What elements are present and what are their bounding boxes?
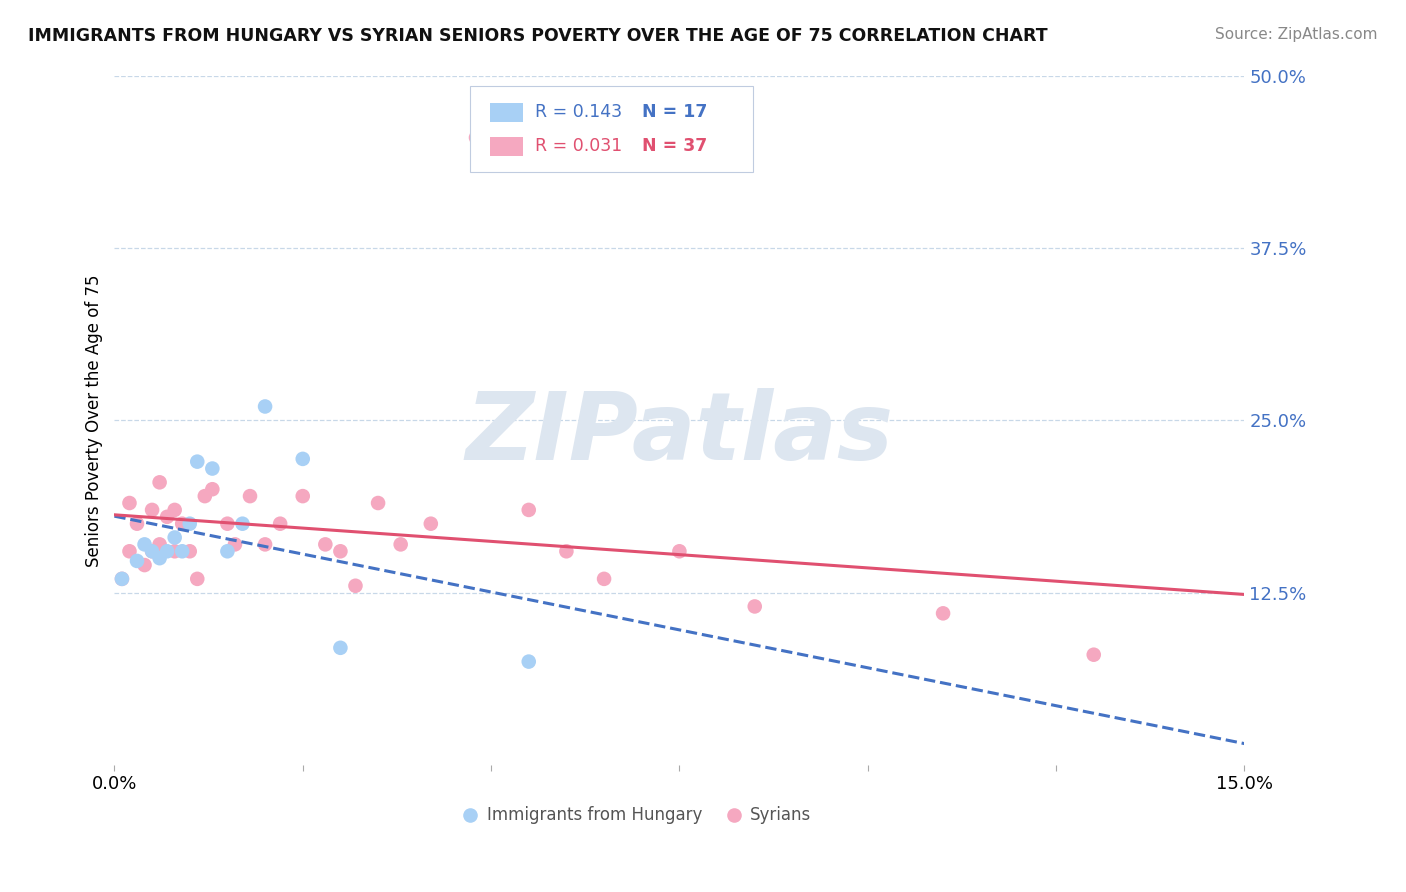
Point xyxy=(269,516,291,531)
FancyBboxPatch shape xyxy=(489,136,523,156)
Point xyxy=(555,544,578,558)
Text: R = 0.143: R = 0.143 xyxy=(534,103,621,121)
Point xyxy=(149,551,172,566)
Point xyxy=(186,455,208,469)
FancyBboxPatch shape xyxy=(471,86,752,172)
Text: N = 37: N = 37 xyxy=(643,137,707,155)
Point xyxy=(141,503,163,517)
Point xyxy=(163,503,186,517)
Point xyxy=(291,451,314,466)
Point xyxy=(314,537,336,551)
Point xyxy=(367,496,389,510)
Text: Source: ZipAtlas.com: Source: ZipAtlas.com xyxy=(1215,27,1378,42)
Point xyxy=(932,607,955,621)
Point xyxy=(163,531,186,545)
Point xyxy=(329,640,352,655)
Point xyxy=(217,544,239,558)
Point xyxy=(231,516,253,531)
Text: ZIPatlas: ZIPatlas xyxy=(465,388,893,480)
Point xyxy=(172,516,194,531)
Point xyxy=(329,544,352,558)
Point xyxy=(118,496,141,510)
Point xyxy=(224,537,246,551)
Point xyxy=(134,537,156,551)
Point xyxy=(465,130,488,145)
Point xyxy=(125,516,148,531)
Point xyxy=(149,537,172,551)
Point xyxy=(179,544,201,558)
Point xyxy=(217,516,239,531)
FancyBboxPatch shape xyxy=(489,103,523,122)
Point xyxy=(118,544,141,558)
Point xyxy=(156,509,179,524)
Point xyxy=(344,579,367,593)
Text: Immigrants from Hungary: Immigrants from Hungary xyxy=(488,805,703,823)
Y-axis label: Seniors Poverty Over the Age of 75: Seniors Poverty Over the Age of 75 xyxy=(86,274,103,566)
Text: N = 17: N = 17 xyxy=(643,103,707,121)
Point xyxy=(111,572,134,586)
Point xyxy=(517,503,540,517)
Point xyxy=(201,461,224,475)
Point xyxy=(134,558,156,572)
Point xyxy=(201,482,224,496)
Point xyxy=(593,572,616,586)
Point xyxy=(141,544,163,558)
Point xyxy=(111,572,134,586)
Point xyxy=(172,544,194,558)
Point xyxy=(254,400,277,414)
Point xyxy=(744,599,766,614)
Point xyxy=(149,475,172,490)
Text: R = 0.031: R = 0.031 xyxy=(534,137,621,155)
Point xyxy=(179,516,201,531)
Point xyxy=(389,537,412,551)
Point xyxy=(254,537,277,551)
Point xyxy=(1083,648,1105,662)
Point xyxy=(163,544,186,558)
Point xyxy=(186,572,208,586)
Text: Syrians: Syrians xyxy=(749,805,811,823)
Point xyxy=(517,655,540,669)
Point xyxy=(194,489,217,503)
Point xyxy=(291,489,314,503)
Text: IMMIGRANTS FROM HUNGARY VS SYRIAN SENIORS POVERTY OVER THE AGE OF 75 CORRELATION: IMMIGRANTS FROM HUNGARY VS SYRIAN SENIOR… xyxy=(28,27,1047,45)
Point xyxy=(239,489,262,503)
Point xyxy=(156,544,179,558)
Point xyxy=(125,554,148,568)
Point xyxy=(419,516,441,531)
Point xyxy=(141,544,163,558)
Point xyxy=(668,544,690,558)
